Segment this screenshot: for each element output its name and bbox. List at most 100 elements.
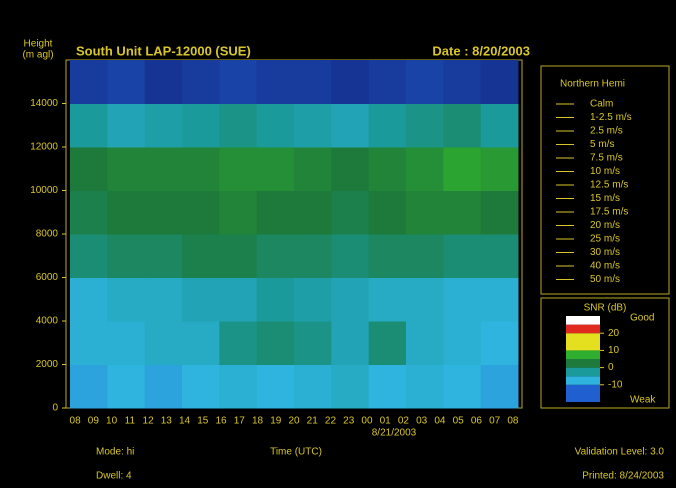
colorbar-segment [566,316,600,325]
x-tick-label: 12 [143,416,155,427]
heatmap-cell [331,321,369,365]
heatmap-cell [182,321,220,365]
heatmap-cell [406,321,444,365]
heatmap-cell [219,365,257,409]
colorbar-tick-label: -10 [608,379,623,390]
legend-label: 2.5 m/s [590,126,623,137]
heatmap-cell [481,234,519,278]
x-tick-label: 04 [434,416,446,427]
heatmap-cell [331,104,369,148]
x-tick-label: 21 [307,416,319,427]
x-tick-label: 10 [106,416,118,427]
y-tick-label: 4000 [36,316,59,327]
heatmap-cell [182,278,220,322]
heatmap-cell [145,104,183,148]
heatmap-cell [443,104,481,148]
heatmap-cell [145,321,183,365]
heatmap-cell [443,191,481,235]
heatmap-cell [70,60,108,104]
x-tick-label: 00 [361,416,373,427]
heatmap-cell [294,234,332,278]
legend-label: 50 m/s [590,274,620,285]
colorbar-bottom: Weak [630,395,656,406]
x-tick-label: 14 [179,416,191,427]
colorbar-segment [566,368,600,377]
heatmap-cell [406,191,444,235]
x-tick-label: 09 [88,416,100,427]
colorbar-segment [566,359,600,368]
heatmap-cell [145,365,183,409]
heatmap-cell [107,147,145,191]
heatmap-cell [443,365,481,409]
y-tick-label: 0 [52,403,58,414]
colorbar-tick-label: 10 [608,345,620,356]
heatmap-cell [369,60,407,104]
heatmap-cell [369,365,407,409]
legend-title: Northern Hemi [560,79,625,90]
heatmap-cell [481,147,519,191]
heatmap-cell [145,60,183,104]
colorbar-tick-label: 20 [608,328,620,339]
heatmap-cell [481,104,519,148]
y-axis-title: (m agl) [22,50,53,61]
heatmap-cell [257,321,295,365]
x-tick-label: 02 [398,416,410,427]
heatmap-cell [331,147,369,191]
x-tick-label: 19 [270,416,282,427]
x-tick-label: 06 [471,416,483,427]
heatmap-cell [443,60,481,104]
legend-label: 40 m/s [590,261,620,272]
legend-label: 25 m/s [590,234,620,245]
heatmap-cell [406,234,444,278]
heatmap-cell [369,321,407,365]
y-axis-title: Height [24,39,53,50]
heatmap-cell [70,278,108,322]
x-tick-label: 20 [288,416,300,427]
chart-title: South Unit LAP-12000 (SUE) [76,43,251,58]
heatmap-cell [182,234,220,278]
heatmap-cell [182,365,220,409]
y-tick-label: 14000 [30,98,58,109]
heatmap-cell [257,104,295,148]
validation: Validation Level: 3.0 [575,447,665,458]
heatmap-cell [219,104,257,148]
x-tick-label: 07 [489,416,501,427]
heatmap [70,60,519,409]
heatmap-cell [257,191,295,235]
colorbar-tick-label: 0 [608,362,614,373]
legend-label: 10 m/s [590,166,620,177]
x-tick-label: 11 [125,416,136,427]
heatmap-cell [107,104,145,148]
x-tick-label: 08 [70,416,82,427]
heatmap-cell [443,234,481,278]
heatmap-cell [70,365,108,409]
heatmap-cell [257,365,295,409]
heatmap-cell [369,104,407,148]
heatmap-cell [182,60,220,104]
mode: Mode: hi [96,447,134,458]
legend-label: 20 m/s [590,220,620,231]
colorbar-top: Good [630,313,654,324]
heatmap-cell [257,278,295,322]
heatmap-cell [481,60,519,104]
heatmap-cell [257,60,295,104]
legend-label: 12.5 m/s [590,180,628,191]
y-tick-label: 2000 [36,359,59,370]
heatmap-cell [369,147,407,191]
heatmap-cell [107,278,145,322]
heatmap-cell [294,365,332,409]
heatmap-cell [219,321,257,365]
date-label: Date : 8/20/2003 [432,43,530,58]
heatmap-cell [219,147,257,191]
heatmap-cell [481,365,519,409]
heatmap-cell [70,234,108,278]
heatmap-cell [70,191,108,235]
heatmap-cell [145,278,183,322]
x-sublabel: 8/21/2003 [372,428,417,439]
legend-label: 15 m/s [590,193,620,204]
colorbar-title: SNR (dB) [584,303,627,314]
colorbar-segment [566,385,600,402]
x-tick-label: 13 [161,416,173,427]
colorbar-segment [566,376,600,385]
heatmap-cell [257,147,295,191]
